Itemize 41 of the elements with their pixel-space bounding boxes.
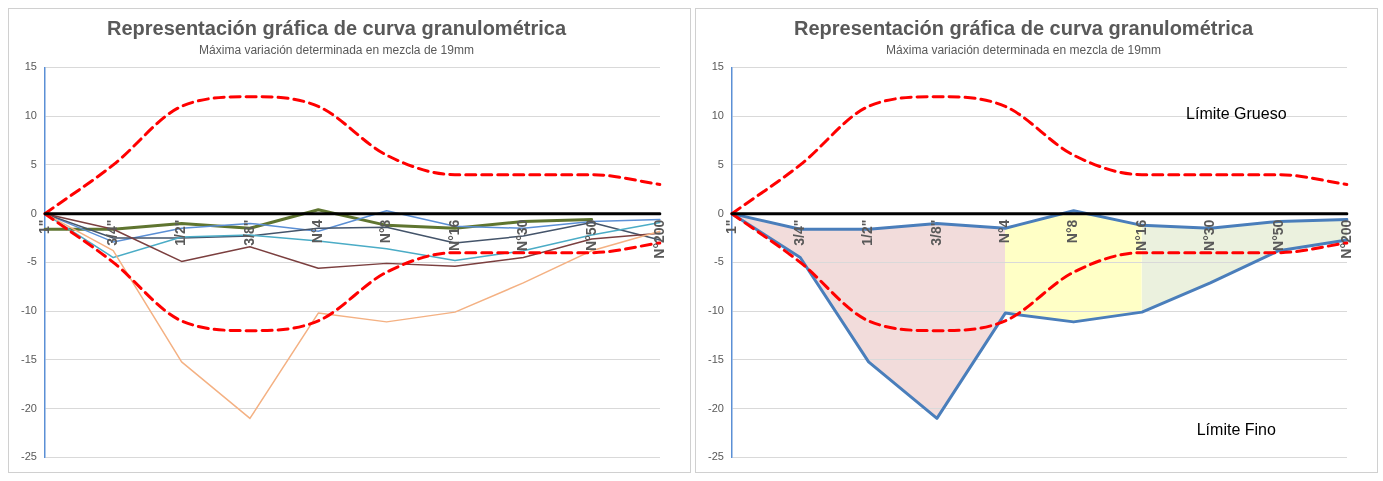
x-tick-label: N°16 [1132, 219, 1149, 251]
y-tick-label: -15 [707, 352, 724, 365]
y-tick-label: 5 [30, 157, 37, 170]
x-tick-label: 3/8" [927, 219, 944, 246]
x-tick-label: N°4 [996, 219, 1013, 244]
y-tick-label: -20 [707, 401, 724, 414]
y-tick-label: -10 [707, 304, 724, 317]
y-tick-label: 10 [711, 109, 724, 122]
x-tick-label: 1" [722, 219, 739, 235]
x-tick-label: N°30 [1201, 219, 1218, 251]
x-tick-label: 3/4" [104, 219, 121, 246]
y-tick-label: -25 [20, 450, 37, 463]
x-tick-label: 1" [35, 219, 52, 235]
y-tick-label: -5 [27, 255, 37, 268]
y-tick-label: -5 [714, 255, 724, 268]
x-tick-label: N°4 [309, 219, 326, 244]
y-tick-label: -10 [20, 304, 37, 317]
y-tick-label: 5 [717, 157, 724, 170]
y-tick-label: 15 [24, 60, 37, 73]
y-tick-label: -25 [707, 450, 724, 463]
y-tick-label: 0 [30, 206, 37, 219]
y-tick-label: -20 [20, 401, 37, 414]
chart-subtitle: Máxima variación determinada en mezcla de 19mm [199, 42, 474, 57]
x-tick-label: N°200 [650, 219, 667, 259]
annotation: Límite Fino [1196, 420, 1276, 438]
y-tick-label: 10 [24, 109, 37, 122]
x-tick-label: N°50 [582, 219, 599, 251]
x-tick-label: N°50 [1269, 219, 1286, 251]
y-tick-label: -15 [20, 352, 37, 365]
chart-subtitle: Máxima variación determinada en mezcla de 19mm [886, 42, 1161, 57]
x-tick-label: N°8 [1064, 219, 1081, 244]
x-tick-label: 3/8" [240, 219, 257, 246]
x-tick-label: N°16 [445, 219, 462, 251]
annotation: Límite Grueso [1186, 104, 1287, 122]
chart-title: Representación gráfica de curva granulométrica [106, 16, 567, 39]
y-tick-label: 0 [717, 206, 724, 219]
chart-title: Representación gráfica de curva granulométrica [793, 16, 1254, 39]
y-tick-label: 15 [711, 60, 724, 73]
x-tick-label: 3/4" [791, 219, 808, 246]
x-tick-label: 1/2" [859, 219, 876, 246]
x-tick-label: N°200 [1337, 219, 1354, 259]
